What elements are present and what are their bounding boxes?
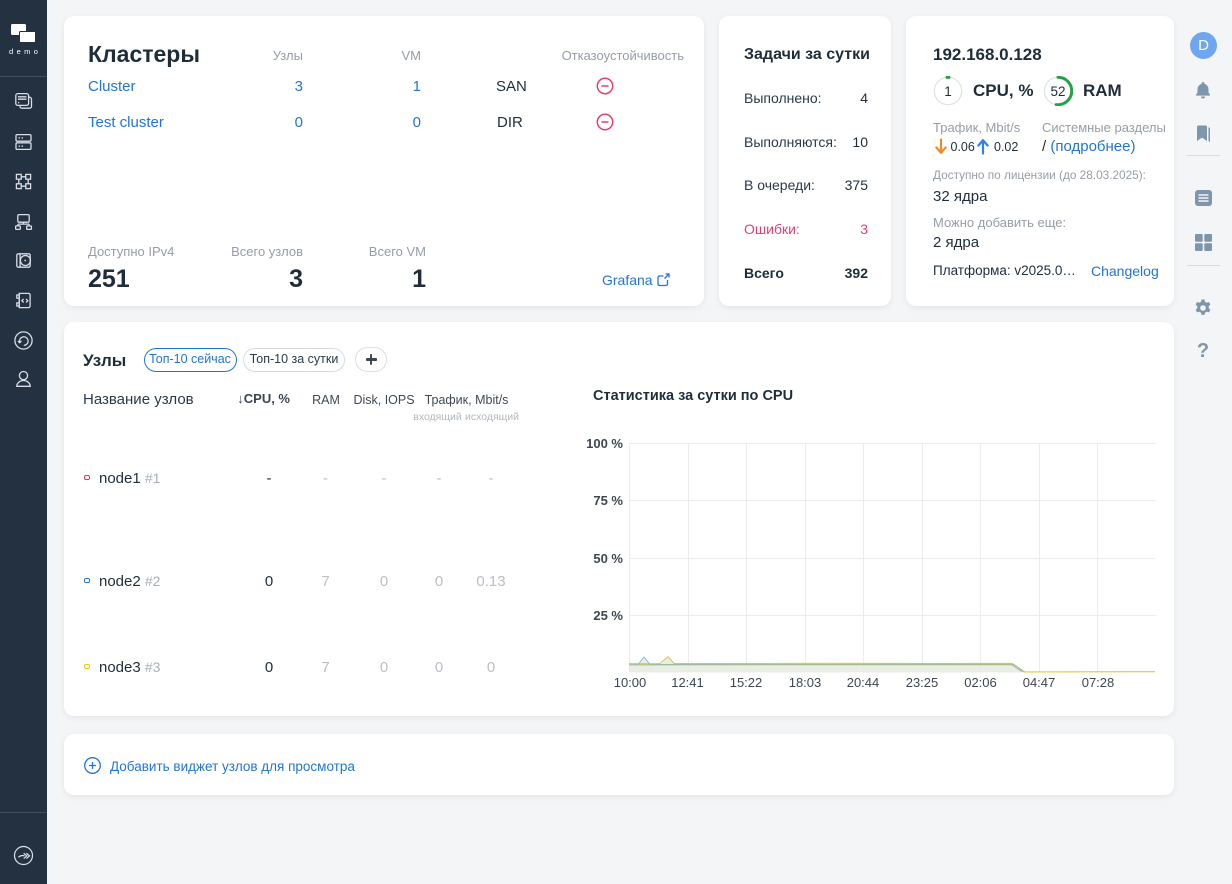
svg-text:52: 52 [1050, 84, 1065, 99]
svg-text:1: 1 [944, 84, 952, 99]
